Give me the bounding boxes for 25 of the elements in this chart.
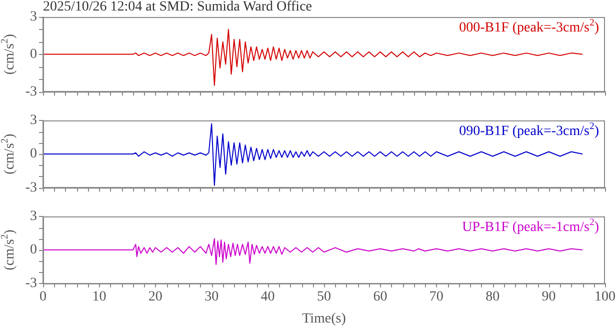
x-tick-label: 50 xyxy=(317,289,331,304)
y-tick-label: 3 xyxy=(30,113,37,128)
x-tick-label: 40 xyxy=(260,289,275,304)
y-tick-label: 0 xyxy=(30,242,37,258)
y-tick-label: 0 xyxy=(30,146,37,162)
x-tick-label: 30 xyxy=(204,289,219,304)
y-axis-title: (cm/s2) xyxy=(0,229,18,270)
y-tick-label: -3 xyxy=(25,84,37,100)
x-tick-label: 90 xyxy=(542,289,556,304)
y-tick-label: -3 xyxy=(25,180,37,196)
y-axis-title: (cm/s2) xyxy=(0,34,18,75)
x-tick-label: 70 xyxy=(429,289,444,304)
x-axis-title: Time(s) xyxy=(302,311,346,326)
x-tick-label: 20 xyxy=(148,289,162,304)
y-tick-label: 3 xyxy=(30,209,37,224)
x-tick-label: 0 xyxy=(40,289,46,304)
x-tick-label: 60 xyxy=(373,289,388,304)
y-tick-label: 3 xyxy=(30,10,37,25)
y-tick-label: 0 xyxy=(30,46,37,62)
y-axis-title: (cm/s2) xyxy=(0,133,18,174)
y-tick-label: -3 xyxy=(25,276,37,292)
x-tick-label: 10 xyxy=(92,289,106,304)
x-tick-label: 80 xyxy=(486,289,500,304)
chart-title: 2025/10/26 12:04 at SMD: Sumida Ward Office xyxy=(43,0,312,15)
x-tick-label: 100 xyxy=(594,289,616,304)
